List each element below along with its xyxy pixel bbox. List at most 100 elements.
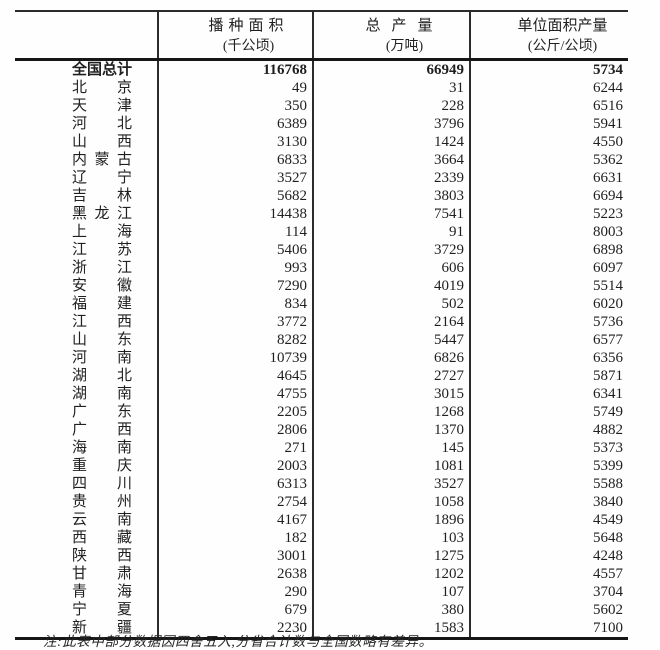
region-name: 甘肃 (72, 565, 132, 583)
total-output-cell: 1896 (312, 511, 470, 529)
region-name-cell: 云南 (15, 511, 158, 529)
region-name-char: 南 (116, 350, 132, 366)
sown-area-cell: 2205 (157, 403, 313, 421)
yield-cell: 6577 (469, 331, 628, 349)
region-name-char: 西 (116, 548, 132, 564)
sown-area-cell: 2230 (157, 619, 313, 639)
total-output-cell: 2164 (312, 313, 470, 331)
table-row: 湖北 4645 2727 5871 (15, 367, 628, 385)
table-row: 甘肃 2638 1202 4557 (15, 565, 628, 583)
total-output-cell: 1058 (312, 493, 470, 511)
footnote: 注:此表中部分数据因四舍五入,分省合计数与全国数略有差异。 (43, 634, 433, 649)
region-name-char: 四 (72, 476, 88, 492)
region-name-char: 江 (72, 242, 88, 258)
region-name-char: 南 (116, 512, 132, 528)
region-name-char: 国 (87, 62, 103, 78)
header-row: 播种面积 (千公顷) 总产量 (万吨) 单位面积产量 (公斤/公顷) (15, 11, 628, 61)
region-name-cell: 四川 (15, 475, 158, 493)
table-row: 福建 834 502 6020 (15, 295, 628, 313)
region-name-char: 浙 (72, 260, 88, 276)
region-name: 河南 (72, 349, 132, 367)
region-name: 天津 (72, 97, 132, 115)
region-name-char: 山 (72, 134, 88, 150)
region-name: 辽宁 (72, 169, 132, 187)
region-name-char: 陕 (72, 548, 88, 564)
sown-area-cell: 49 (157, 79, 313, 97)
table-row: 青海 290 107 3704 (15, 583, 628, 601)
region-name: 江西 (72, 313, 132, 331)
yield-cell: 5362 (469, 151, 628, 169)
region-name-cell: 河南 (15, 349, 158, 367)
table-row: 贵州 2754 1058 3840 (15, 493, 628, 511)
total-output-cell: 107 (312, 583, 470, 601)
region-name: 内蒙古 (72, 151, 132, 169)
yield-cell: 6898 (469, 241, 628, 259)
total-output-cell: 228 (312, 97, 470, 115)
region-name-cell: 天津 (15, 97, 158, 115)
total-output-title: 总产量 (365, 18, 444, 34)
table-row: 山东 8282 5447 6577 (15, 331, 628, 349)
region-name-char: 北 (116, 116, 132, 132)
region-name-char: 龙 (94, 206, 110, 222)
region-name-char: 贵 (72, 494, 88, 510)
region-name-cell: 青海 (15, 583, 158, 601)
region-name-char: 湖 (72, 386, 88, 402)
region-name-cell: 陕西 (15, 547, 158, 565)
total-output-cell: 1081 (312, 457, 470, 475)
yield-cell: 3840 (469, 493, 628, 511)
table-row: 四川 6313 3527 5588 (15, 475, 628, 493)
region-name-cell: 安徽 (15, 277, 158, 295)
region-name-char: 西 (116, 314, 132, 330)
region-header-cell (15, 11, 158, 61)
table-row: 河南 10739 6826 6356 (15, 349, 628, 367)
region-name-char: 州 (116, 494, 132, 510)
region-name-char: 西 (116, 134, 132, 150)
yield-cell: 3704 (469, 583, 628, 601)
region-name-cell: 山东 (15, 331, 158, 349)
region-name-cell: 内蒙古 (15, 151, 158, 169)
region-name-char: 计 (117, 62, 133, 78)
yield-cell: 6516 (469, 97, 628, 115)
region-name: 上海 (72, 223, 132, 241)
region-name-cell: 上海 (15, 223, 158, 241)
table-row: 湖南 4755 3015 6341 (15, 385, 628, 403)
region-name: 湖北 (72, 367, 132, 385)
region-name-cell: 吉林 (15, 187, 158, 205)
table-row: 西藏 182 103 5648 (15, 529, 628, 547)
yield-cell: 4882 (469, 421, 628, 439)
region-name-char: 内 (72, 152, 88, 168)
region-name-char: 总 (102, 62, 118, 78)
region-name-char: 庆 (116, 458, 132, 474)
sown-area-cell: 182 (157, 529, 313, 547)
region-name-cell: 贵州 (15, 493, 158, 511)
sown-area-cell: 3001 (157, 547, 313, 565)
sown-area-cell: 2638 (157, 565, 313, 583)
region-name: 宁夏 (72, 601, 132, 619)
region-name-char: 宁 (116, 170, 132, 186)
sown-area-cell: 5406 (157, 241, 313, 259)
region-name: 山东 (72, 331, 132, 349)
total-output-cell: 3803 (312, 187, 470, 205)
yield-cell: 8003 (469, 223, 628, 241)
total-output-cell: 1202 (312, 565, 470, 583)
sown-area-cell: 679 (157, 601, 313, 619)
yield-cell: 6631 (469, 169, 628, 187)
region-name-cell: 甘肃 (15, 565, 158, 583)
region-name-char: 疆 (116, 620, 132, 636)
sown-area-cell: 3772 (157, 313, 313, 331)
table-row: 新疆 2230 1583 7100 (15, 619, 628, 639)
table-row: 安徽 7290 4019 5514 (15, 277, 628, 295)
region-name-char: 甘 (72, 566, 88, 582)
region-name-char: 北 (116, 368, 132, 384)
region-name-char: 苏 (116, 242, 132, 258)
region-name-char: 江 (72, 314, 88, 330)
sown-area-cell: 6833 (157, 151, 313, 169)
total-output-cell: 1275 (312, 547, 470, 565)
table-header: 播种面积 (千公顷) 总产量 (万吨) 单位面积产量 (公斤/公顷) (15, 11, 628, 61)
sown-area-cell: 10739 (157, 349, 313, 367)
total-output-cell: 4019 (312, 277, 470, 295)
table-row: 云南 4167 1896 4549 (15, 511, 628, 529)
sown-area-cell: 290 (157, 583, 313, 601)
table-row: 海南 271 145 5373 (15, 439, 628, 457)
table-row: 广东 2205 1268 5749 (15, 403, 628, 421)
